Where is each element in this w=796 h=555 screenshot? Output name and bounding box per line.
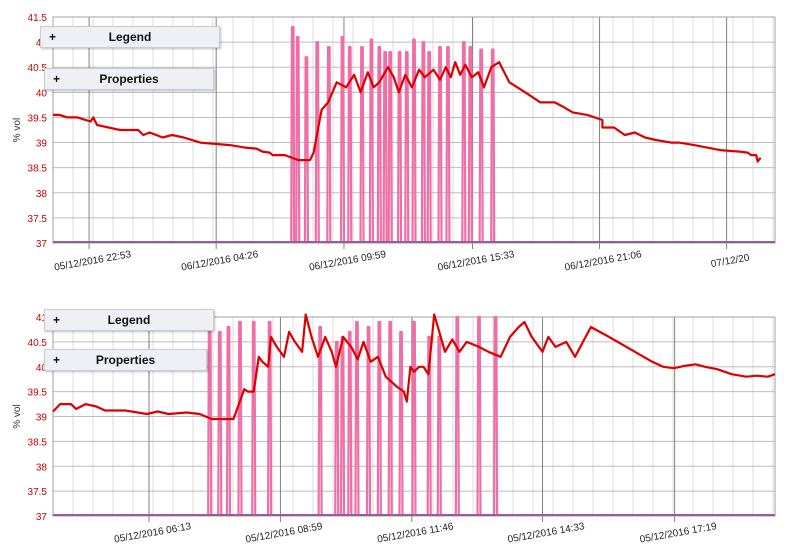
x-tick-label: 06/12/2016 15:33	[437, 249, 516, 273]
x-tick-label: 05/12/2016 14:33	[507, 521, 586, 545]
spike-mark	[411, 320, 417, 517]
spike-mark	[396, 51, 403, 244]
y-axis-label: % vol	[12, 118, 23, 142]
y-tick-label: 41	[36, 313, 48, 324]
y-tick-label: 40	[36, 88, 48, 99]
expand-icon: +	[53, 353, 61, 367]
y-tick-label: 38.5	[28, 437, 48, 448]
spike-mark	[347, 330, 353, 517]
chart-2: 37 37.5 38 38.5 39 39.5 40 40.5 41 05/12/2016 06:…	[12, 313, 776, 546]
spike-mark	[467, 46, 473, 244]
y-tick-label: 37.5	[28, 214, 48, 225]
x-tick-label: 06/12/2016 21:06	[564, 249, 643, 273]
y-tick-label: 39.5	[28, 113, 48, 124]
spike-mark	[420, 41, 426, 244]
spike-mark	[334, 340, 340, 517]
legend-button-2[interactable]: + Legend	[44, 309, 214, 331]
chart-1: 3737.53838.53939.54040.54141.505/12/2016…	[12, 13, 776, 274]
spike-mark	[251, 320, 257, 517]
spike-mark	[476, 315, 482, 517]
y-tick-label: 39	[36, 139, 48, 150]
spike-mark	[303, 56, 310, 244]
y-axis-label: % vol	[12, 404, 23, 428]
legend-label: Legend	[108, 30, 152, 44]
spike-mark	[225, 325, 232, 517]
y-tick-label: 41.5	[28, 13, 48, 24]
x-tick-label: 05/12/2016 17:19	[639, 521, 718, 545]
spike-mark	[365, 325, 372, 517]
spike-mark	[326, 46, 332, 244]
spike-mark	[454, 315, 460, 517]
x-tick-label: 05/12/2016 11:46	[377, 521, 455, 545]
spike-mark	[461, 41, 467, 244]
spike-mark	[478, 48, 484, 244]
concentration-line	[53, 61, 762, 163]
spike-mark	[387, 320, 393, 517]
spike-mark	[317, 325, 323, 517]
spike-mark	[437, 46, 443, 244]
y-tick-label: 40.5	[28, 338, 48, 349]
spike-mark	[290, 25, 296, 244]
expand-icon: +	[49, 30, 57, 44]
spike-mark	[267, 320, 273, 517]
y-tick-label: 38	[36, 189, 48, 200]
spike-mark	[490, 48, 496, 244]
expand-icon: +	[53, 313, 61, 327]
properties-label: Properties	[95, 353, 156, 367]
y-tick-label: 40	[36, 363, 48, 374]
y-tick-label: 37.5	[28, 487, 48, 498]
properties-button-2[interactable]: + Properties	[44, 349, 207, 371]
x-tick-label: 06/12/2016 09:59	[308, 249, 387, 273]
spike-mark	[295, 35, 301, 244]
spike-mark	[398, 330, 404, 517]
y-tick-label: 37	[36, 512, 48, 523]
spike-mark	[217, 330, 223, 517]
expand-icon: +	[53, 72, 61, 86]
legend-label: Legend	[107, 313, 151, 327]
spike-mark	[368, 38, 375, 244]
spike-mark	[359, 46, 365, 244]
spike-mark	[376, 46, 382, 244]
y-tick-label: 38	[36, 462, 48, 473]
properties-label: Properties	[99, 72, 159, 86]
properties-button-1[interactable]: + Properties	[44, 68, 214, 90]
y-tick-label: 39.5	[28, 388, 48, 399]
spike-mark	[404, 51, 410, 244]
spike-mark	[339, 35, 346, 244]
x-tick-label: 05/12/2016 08:59	[245, 521, 324, 545]
spike-mark	[426, 335, 432, 517]
spike-mark	[411, 38, 417, 244]
legend-button-1[interactable]: + Legend	[40, 26, 220, 48]
spike-mark	[426, 51, 432, 244]
spike-mark	[354, 320, 360, 517]
spike-mark	[347, 46, 353, 244]
spike-mark	[376, 320, 382, 517]
spike-mark	[237, 320, 243, 517]
spike-mark	[387, 51, 393, 244]
y-tick-label: 39	[36, 413, 48, 424]
spike-mark	[339, 335, 346, 517]
spike-mark	[382, 51, 388, 244]
spike-mark	[492, 315, 499, 517]
x-tick-label: 07/12/20	[710, 252, 751, 270]
spike-mark	[436, 335, 442, 517]
spike-mark	[445, 46, 451, 244]
y-tick-label: 38.5	[28, 164, 48, 175]
x-tick-label: 05/12/2016 06:13	[113, 521, 192, 545]
x-tick-label: 05/12/2016 22:53	[53, 249, 132, 273]
y-tick-label: 40.5	[28, 63, 48, 74]
concentration-line	[52, 313, 776, 421]
x-tick-label: 06/12/2016 04:26	[181, 249, 260, 273]
y-tick-label: 37	[36, 239, 48, 250]
